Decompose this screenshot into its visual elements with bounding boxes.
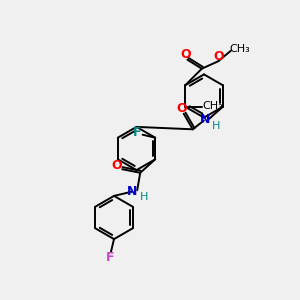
Text: H: H (140, 192, 148, 202)
Text: H: H (212, 121, 220, 131)
Text: O: O (214, 50, 224, 63)
Text: O: O (180, 48, 190, 61)
Text: CH₃: CH₃ (229, 44, 250, 54)
Text: F: F (106, 251, 115, 264)
Text: O: O (176, 102, 187, 115)
Text: N: N (200, 113, 210, 126)
Text: CH₃: CH₃ (202, 101, 223, 111)
Text: F: F (133, 126, 142, 139)
Text: N: N (127, 185, 137, 198)
Text: O: O (112, 159, 122, 172)
